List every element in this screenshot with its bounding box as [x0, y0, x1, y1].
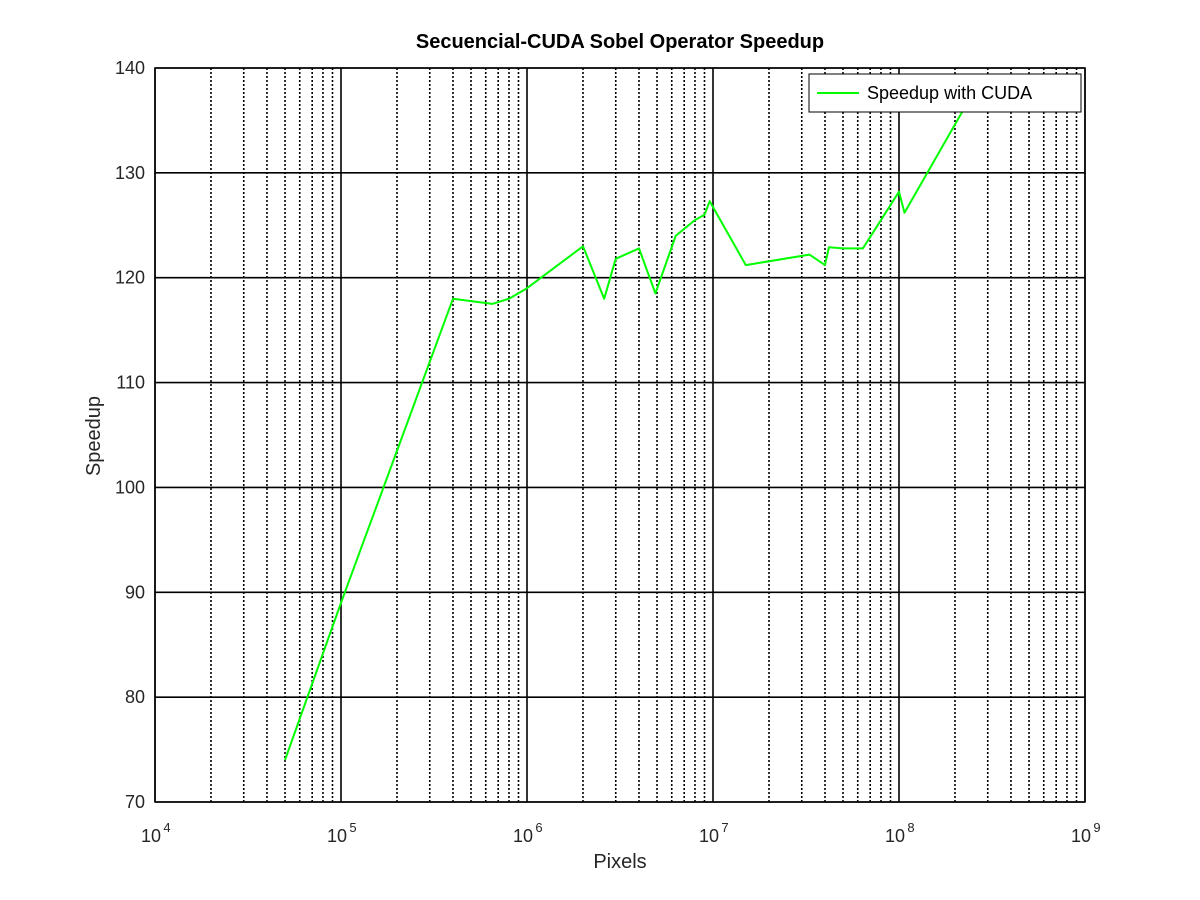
x-tick-exponent: 5 [349, 820, 356, 835]
y-tick-label: 140 [115, 58, 145, 78]
y-tick-label: 90 [125, 582, 145, 602]
x-tick-label: 10 [1071, 826, 1091, 846]
x-tick-label: 10 [513, 826, 533, 846]
y-tick-label: 120 [115, 268, 145, 288]
x-tick-exponent: 7 [721, 820, 728, 835]
y-tick-label: 70 [125, 792, 145, 812]
y-tick-label: 110 [116, 373, 145, 393]
series-layer [284, 104, 968, 761]
x-tick-exponent: 6 [535, 820, 542, 835]
x-tick-label: 10 [885, 826, 905, 846]
plot-frame [154, 67, 1086, 803]
x-tick-exponent: 9 [1093, 820, 1100, 835]
y-tick-label: 130 [115, 163, 145, 183]
y-tick-label: 80 [125, 687, 145, 707]
series-line [284, 104, 968, 761]
x-tick-label: 10 [327, 826, 347, 846]
plot-area [155, 68, 1085, 802]
y-axis-label: Speedup [83, 396, 105, 476]
x-axis-label: Pixels [593, 851, 646, 873]
y-tick-label: 100 [115, 477, 145, 497]
x-tick-exponent: 4 [163, 820, 170, 835]
chart-title: Secuencial-CUDA Sobel Operator Speedup [416, 31, 824, 53]
legend[interactable]: Speedup with CUDA [808, 73, 1082, 113]
x-tick-label: 10 [699, 826, 719, 846]
legend-entry: Speedup with CUDA [867, 83, 1032, 103]
x-tick-exponent: 8 [907, 820, 914, 835]
x-tick-label: 10 [141, 826, 161, 846]
